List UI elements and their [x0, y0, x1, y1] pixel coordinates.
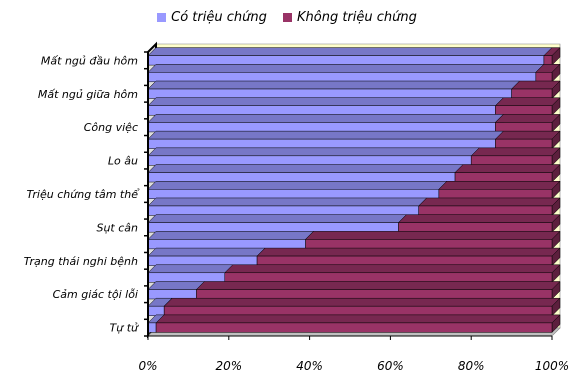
bar-top-1-13: [224, 264, 561, 274]
bar-1-5: [495, 138, 553, 149]
category-label-0: Mất ngủ đầu hôm: [41, 54, 138, 67]
x-tick-label-2: 40%: [296, 359, 323, 373]
bar-1-8: [438, 189, 553, 199]
bar-0-15: [147, 305, 165, 316]
bar-1-2: [511, 88, 553, 99]
bar-1-9: [418, 205, 553, 216]
x-tick-label-5: 100%: [535, 359, 569, 373]
bar-0-13: [147, 272, 226, 283]
bar-top-1-2: [510, 80, 561, 90]
bar-0-9: [147, 205, 419, 216]
bar-top-0-3: [147, 97, 505, 106]
bar-0-1: [147, 72, 537, 83]
bar-0-10: [147, 222, 399, 233]
bar-1-11: [305, 239, 553, 250]
bar-top-0-2: [147, 80, 521, 90]
bar-top-0-0: [147, 47, 553, 56]
bar-0-8: [147, 189, 440, 199]
bar-0-14: [147, 289, 197, 300]
category-label-10: Sụt cân: [96, 221, 138, 234]
bar-0-7: [147, 172, 456, 183]
x-tick-label-0: 0%: [138, 359, 157, 373]
legend: Có triệu chứng Không triệu chứng: [0, 10, 574, 26]
bar-top-1-12: [256, 247, 561, 257]
x-tick-label-1: 20%: [215, 359, 242, 373]
category-label-12: Trạng thái nghi bệnh: [24, 255, 138, 268]
bar-top-0-4: [147, 114, 505, 123]
bar-1-14: [196, 289, 553, 300]
bar-top-0-6: [147, 147, 480, 157]
bar-1-6: [470, 155, 553, 166]
legend-item-co-trieu-chung: Có triệu chứng: [157, 10, 267, 25]
bar-top-1-10: [397, 214, 561, 223]
bar-top-1-6: [470, 147, 561, 157]
bar-top-0-5: [147, 130, 505, 140]
category-label-14: Cảm giác tội lỗi: [53, 288, 138, 301]
bar-top-0-7: [147, 164, 464, 173]
bar-1-4: [495, 122, 553, 133]
bar-0-4: [147, 122, 496, 133]
legend-item-khong-trieu-chung: Không triệu chứng: [282, 10, 417, 25]
x-tick-label-3: 60%: [377, 359, 404, 373]
bar-top-0-1: [147, 64, 545, 73]
bar-top-1-5: [494, 130, 561, 140]
legend-swatch-khong-trieu-chung: [282, 13, 292, 22]
bar-1-15: [163, 305, 553, 316]
bar-top-1-16: [155, 314, 561, 324]
bar-0-6: [147, 155, 472, 166]
category-label-8: Triệu chứng tâm thể: [27, 188, 141, 201]
bar-0-5: [147, 138, 496, 149]
bar-0-11: [147, 239, 306, 250]
category-label-2: Mất ngủ giữa hôm: [38, 88, 138, 101]
bar-top-1-14: [195, 281, 561, 290]
bar-1-13: [224, 272, 553, 283]
bar-top-1-4: [494, 114, 561, 123]
legend-label-co-trieu-chung: Có triệu chứng: [171, 10, 267, 25]
bar-top-1-15: [163, 297, 561, 307]
category-label-6: Lo âu: [108, 155, 138, 168]
bar-top-1-9: [418, 197, 561, 207]
bar-top-0-12: [147, 247, 266, 257]
bar-1-12: [256, 255, 553, 266]
bar-0-0: [147, 55, 545, 66]
category-label-4: Công việc: [84, 121, 138, 134]
bar-1-1: [535, 72, 553, 83]
bar-top-1-3: [494, 97, 561, 106]
bar-top-0-14: [147, 281, 206, 290]
bar-1-7: [454, 172, 553, 183]
legend-label-khong-trieu-chung: Không triệu chứng: [296, 10, 417, 25]
bar-top-1-8: [438, 181, 561, 190]
legend-swatch-co-trieu-chung: [157, 13, 167, 22]
category-label-16: Tự tử: [110, 322, 140, 335]
x-tick-label-4: 80%: [458, 359, 485, 373]
bar-top-1-7: [454, 164, 561, 173]
bar-top-0-9: [147, 197, 428, 207]
bar-top-0-13: [147, 264, 234, 274]
bar-1-0: [543, 55, 553, 66]
bar-0-16: [147, 322, 157, 333]
bar-top-1-11: [304, 231, 561, 240]
bar-0-2: [147, 88, 512, 99]
bar-1-10: [398, 222, 553, 233]
bar-1-3: [495, 105, 553, 116]
bar-0-12: [147, 255, 258, 266]
bar-0-3: [147, 105, 496, 116]
bar-top-0-11: [147, 231, 315, 240]
bar-top-0-8: [147, 181, 448, 190]
bar-1-16: [155, 322, 553, 333]
bar-top-0-10: [147, 214, 408, 223]
